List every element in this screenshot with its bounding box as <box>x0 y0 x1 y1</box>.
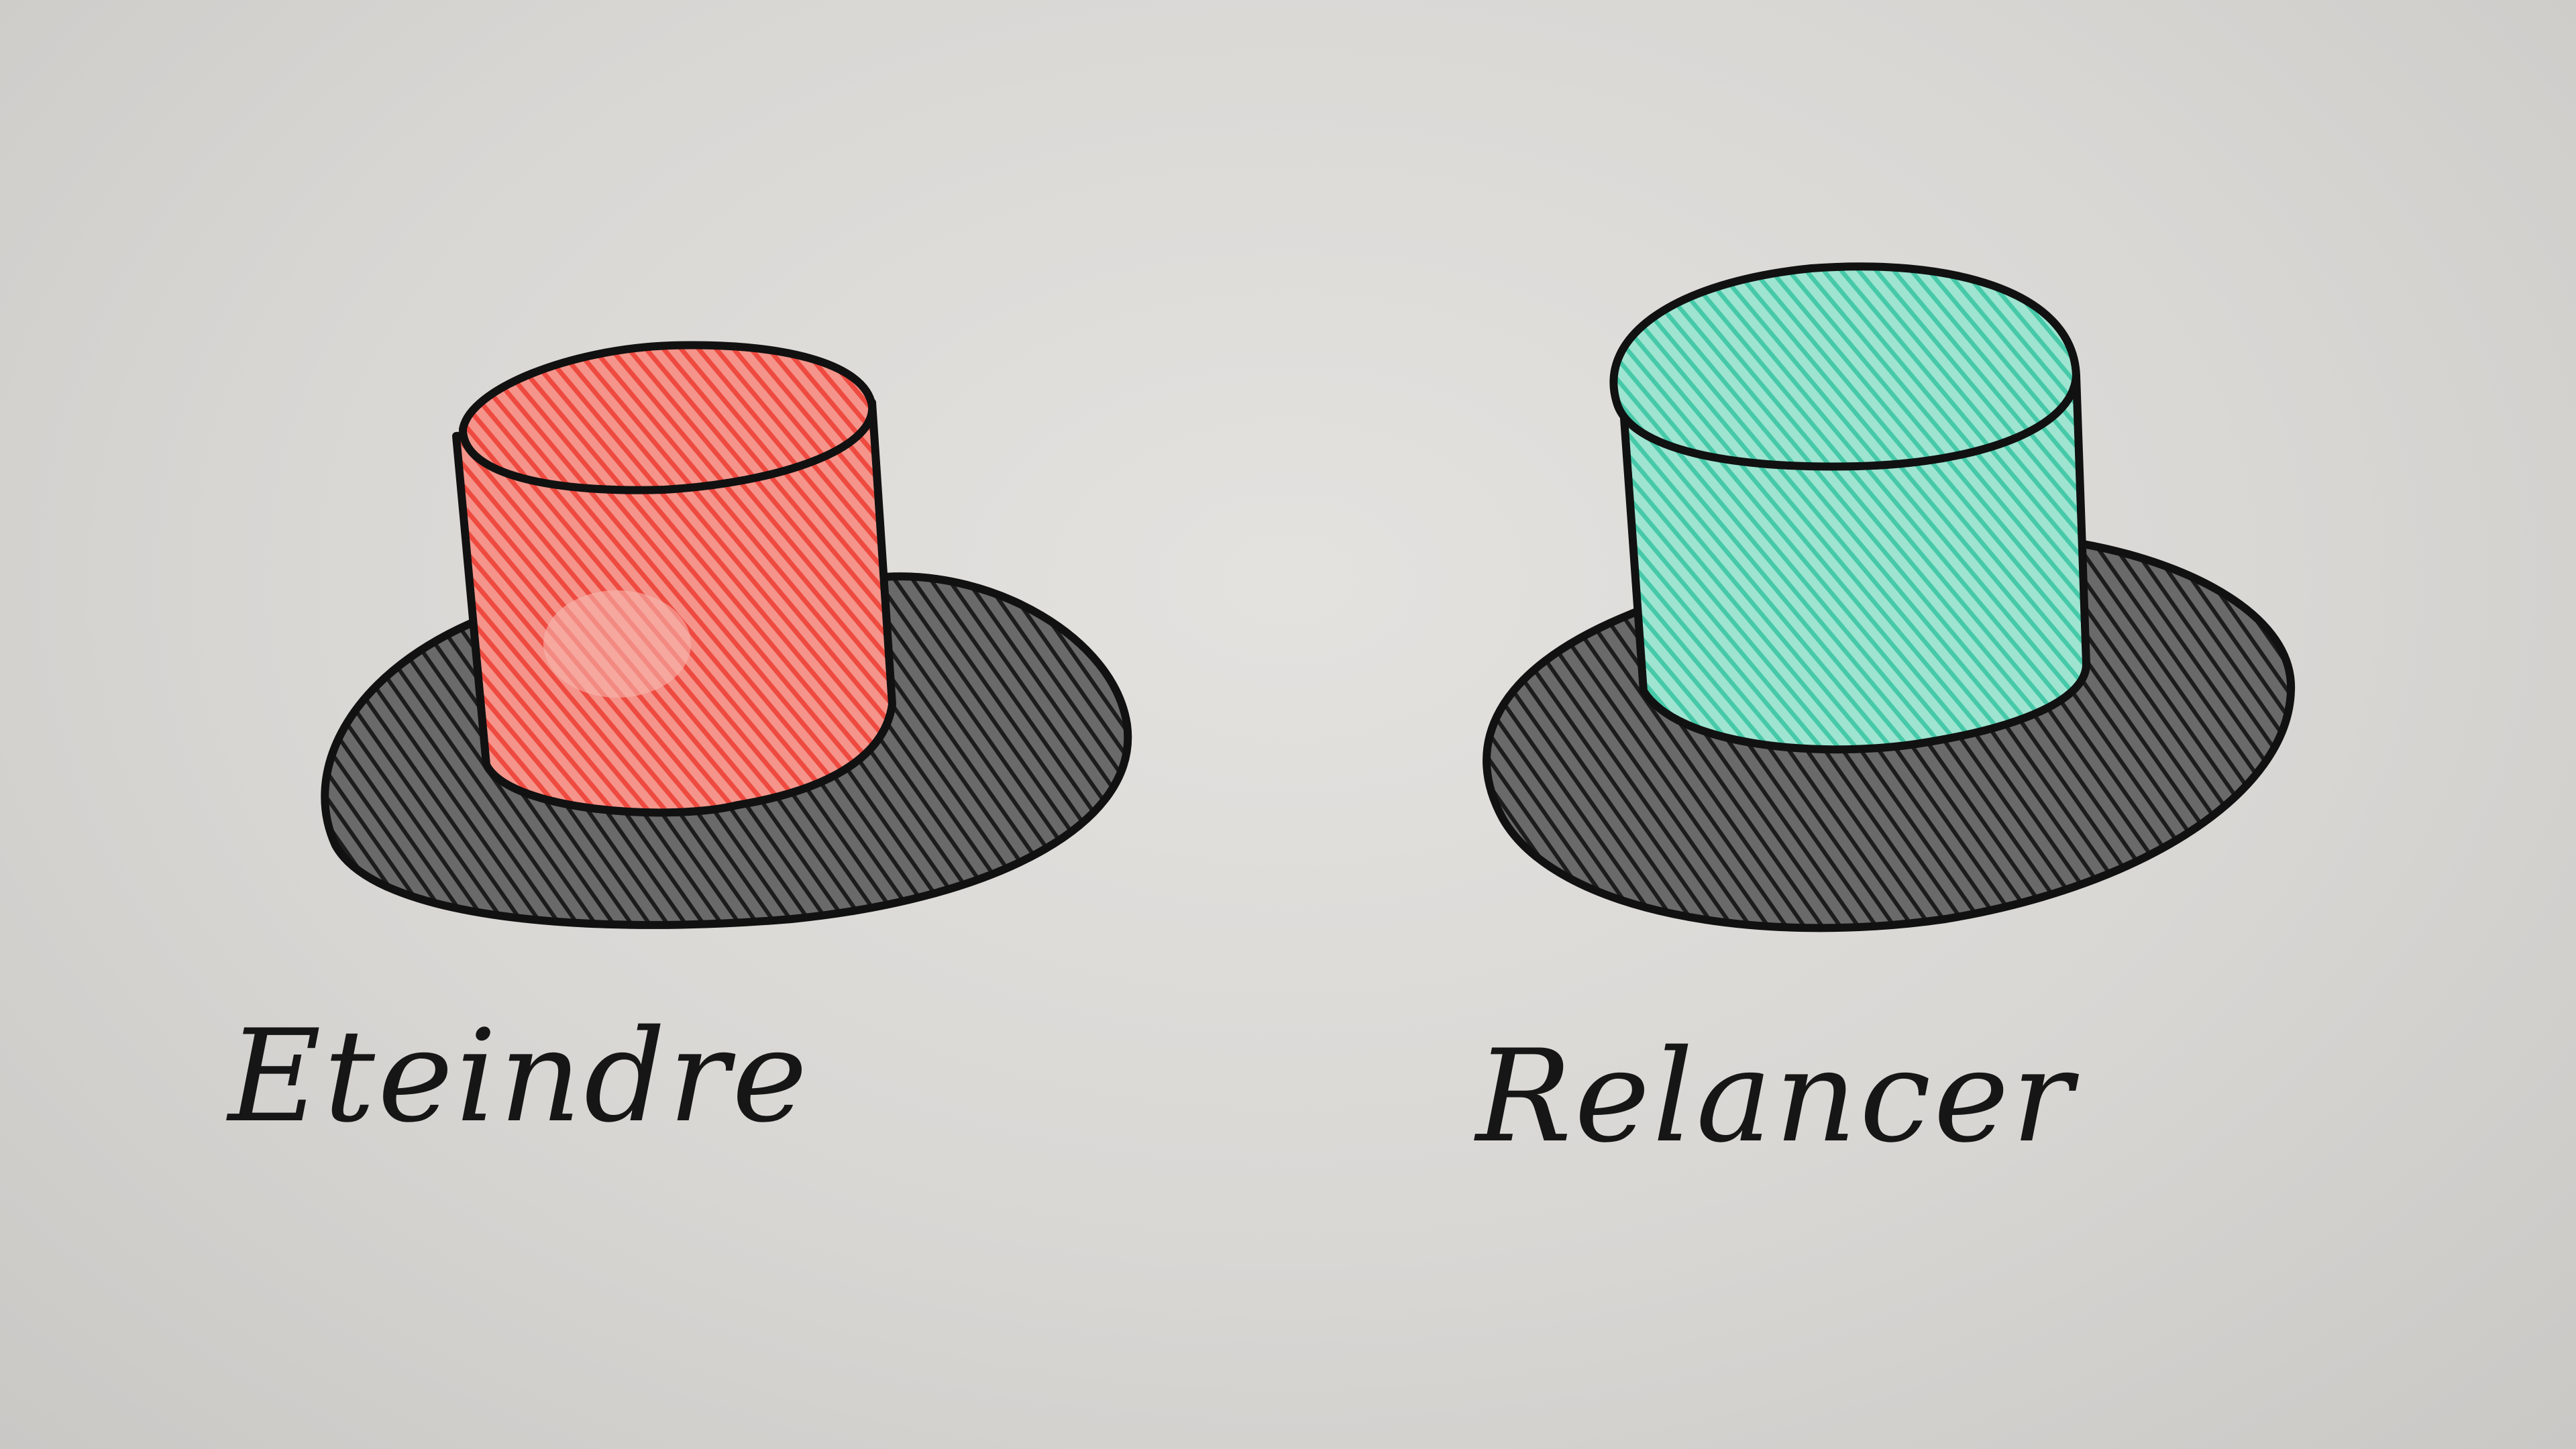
relancer-button-drawing <box>1483 262 2296 932</box>
right-caption: Relancer <box>1474 1022 2080 1171</box>
left-cylinder-top <box>459 341 877 494</box>
left-caption: Eteindre <box>226 1002 810 1150</box>
left-cylinder-body <box>452 398 896 817</box>
right-cylinder-top <box>1609 262 2080 471</box>
right-cylinder-body <box>1619 372 2090 754</box>
eteindre-button-drawing <box>321 341 1132 929</box>
left-highlight <box>543 590 691 698</box>
